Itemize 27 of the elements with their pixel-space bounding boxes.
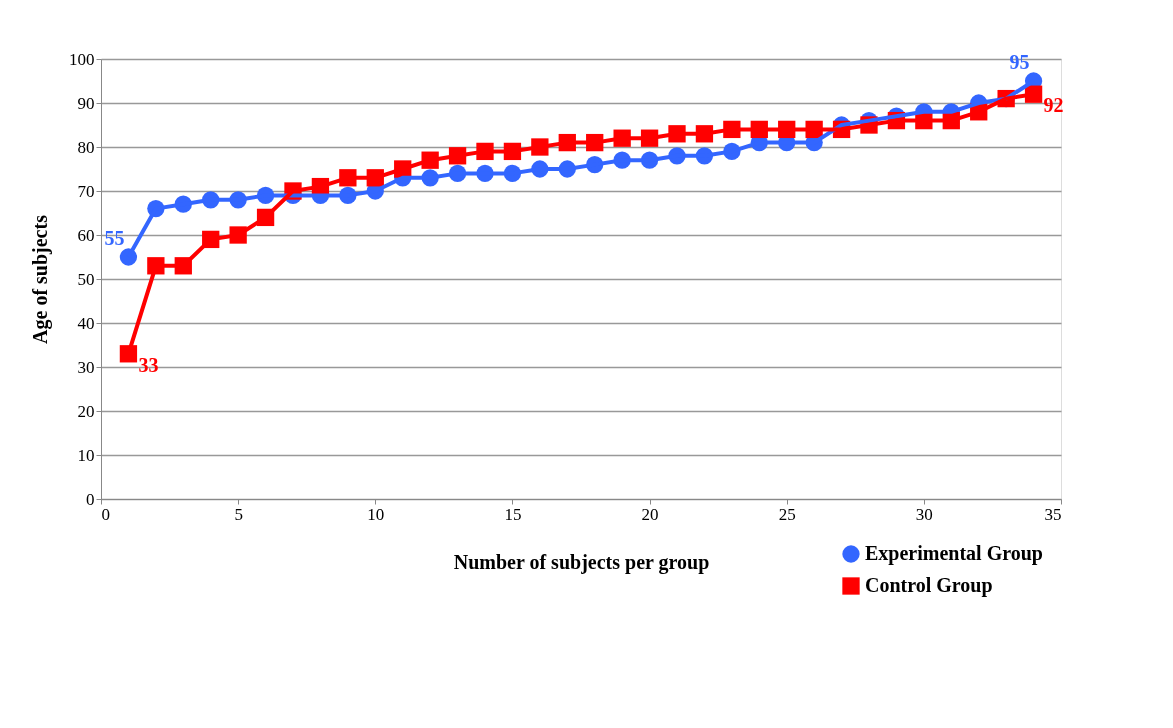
data-label: 33	[138, 353, 159, 376]
y-tick-label: 40	[77, 313, 95, 333]
y-tick-label: 80	[77, 137, 95, 157]
y-tick-label: 50	[77, 269, 95, 289]
y-tick-label: 20	[77, 401, 95, 421]
x-tick-label: 10	[367, 504, 385, 524]
legend-label: Control Group	[865, 574, 993, 597]
x-tick-label: 35	[1044, 504, 1062, 524]
data-label: 92	[1043, 94, 1064, 117]
data-label: 55	[104, 227, 125, 249]
y-tick-label: 70	[77, 181, 95, 201]
x-tick-label: 25	[778, 504, 796, 524]
legend-label: Experimental Group	[865, 542, 1043, 565]
x-tick-label: 20	[641, 504, 659, 524]
y-tick-label: 0	[86, 489, 95, 509]
x-axis-title: Number of subjects per group	[453, 550, 710, 574]
y-tick-label: 60	[77, 225, 95, 245]
x-tick-label: 15	[504, 504, 522, 524]
y-axis-title: Age of subjects	[29, 214, 52, 344]
data-label: 95	[1009, 51, 1030, 73]
x-tick-label: 0	[101, 504, 110, 524]
y-tick-label: 30	[77, 357, 95, 377]
y-tick-label: 90	[77, 93, 95, 113]
y-tick-label: 100	[69, 49, 95, 69]
x-tick-label: 30	[915, 504, 933, 524]
x-tick-label: 5	[234, 504, 243, 524]
y-tick-label: 10	[77, 445, 95, 465]
